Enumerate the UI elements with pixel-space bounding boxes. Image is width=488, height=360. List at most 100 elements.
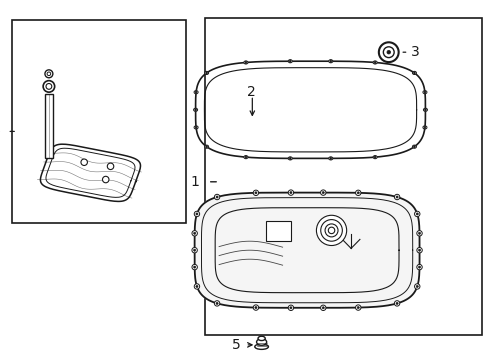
Ellipse shape: [204, 71, 208, 75]
Ellipse shape: [256, 339, 266, 345]
Ellipse shape: [289, 157, 290, 159]
Ellipse shape: [416, 248, 422, 253]
Ellipse shape: [329, 60, 331, 62]
Ellipse shape: [47, 72, 51, 76]
Ellipse shape: [196, 213, 198, 215]
Ellipse shape: [374, 156, 375, 158]
Ellipse shape: [394, 194, 399, 200]
Ellipse shape: [383, 47, 393, 58]
Ellipse shape: [43, 81, 55, 92]
Ellipse shape: [374, 61, 375, 64]
Ellipse shape: [287, 60, 292, 63]
Ellipse shape: [415, 213, 417, 215]
Ellipse shape: [216, 302, 218, 305]
Text: 3: 3: [410, 45, 419, 59]
Ellipse shape: [320, 305, 325, 310]
Ellipse shape: [355, 305, 360, 310]
Ellipse shape: [194, 91, 198, 94]
Ellipse shape: [81, 159, 87, 166]
Ellipse shape: [418, 249, 420, 251]
Ellipse shape: [194, 109, 196, 111]
Ellipse shape: [289, 192, 291, 194]
Ellipse shape: [194, 126, 198, 129]
Ellipse shape: [46, 84, 52, 89]
Ellipse shape: [329, 157, 331, 159]
Ellipse shape: [355, 190, 360, 195]
Ellipse shape: [214, 301, 219, 306]
Ellipse shape: [411, 145, 416, 148]
Ellipse shape: [422, 91, 426, 94]
Ellipse shape: [244, 156, 247, 159]
Ellipse shape: [378, 42, 398, 62]
Polygon shape: [41, 144, 140, 202]
Ellipse shape: [320, 190, 325, 195]
Ellipse shape: [424, 109, 426, 111]
Ellipse shape: [414, 211, 419, 217]
Ellipse shape: [214, 194, 219, 200]
Ellipse shape: [45, 70, 53, 78]
Text: 5: 5: [231, 338, 240, 352]
Ellipse shape: [244, 156, 246, 158]
Ellipse shape: [322, 307, 324, 309]
Ellipse shape: [413, 72, 414, 74]
Ellipse shape: [328, 60, 332, 63]
Ellipse shape: [195, 91, 197, 93]
Ellipse shape: [395, 196, 397, 198]
Ellipse shape: [414, 284, 419, 289]
Ellipse shape: [191, 247, 197, 253]
Ellipse shape: [107, 163, 114, 170]
Ellipse shape: [327, 227, 334, 234]
Ellipse shape: [193, 232, 195, 234]
Ellipse shape: [418, 266, 420, 268]
Ellipse shape: [193, 108, 197, 111]
Ellipse shape: [418, 232, 420, 234]
Ellipse shape: [205, 145, 207, 148]
Ellipse shape: [195, 126, 197, 129]
Ellipse shape: [416, 264, 421, 270]
Bar: [205, 18, 481, 335]
Ellipse shape: [386, 50, 390, 54]
Ellipse shape: [395, 302, 397, 305]
Ellipse shape: [216, 196, 218, 198]
Ellipse shape: [423, 108, 427, 111]
Ellipse shape: [287, 157, 292, 160]
Ellipse shape: [194, 211, 199, 217]
Ellipse shape: [415, 285, 417, 288]
Ellipse shape: [289, 60, 290, 62]
Ellipse shape: [416, 231, 421, 236]
Ellipse shape: [258, 336, 264, 341]
Ellipse shape: [196, 285, 198, 288]
Ellipse shape: [356, 192, 359, 194]
Ellipse shape: [322, 192, 324, 194]
Ellipse shape: [244, 61, 246, 64]
Ellipse shape: [423, 126, 425, 129]
Ellipse shape: [320, 220, 342, 241]
Ellipse shape: [192, 231, 197, 236]
Ellipse shape: [372, 156, 376, 159]
Ellipse shape: [287, 305, 293, 310]
Ellipse shape: [372, 61, 376, 64]
Bar: [45, 94, 53, 158]
Ellipse shape: [194, 284, 199, 289]
Text: 1: 1: [190, 175, 199, 189]
Text: 2: 2: [246, 85, 255, 99]
Ellipse shape: [205, 72, 207, 74]
Ellipse shape: [244, 61, 247, 64]
Ellipse shape: [289, 307, 291, 309]
Ellipse shape: [325, 224, 337, 237]
Ellipse shape: [192, 264, 197, 270]
Ellipse shape: [356, 306, 359, 309]
Ellipse shape: [193, 249, 195, 251]
Ellipse shape: [411, 71, 416, 75]
Ellipse shape: [193, 266, 195, 268]
Polygon shape: [194, 193, 419, 308]
Ellipse shape: [422, 126, 426, 129]
Ellipse shape: [254, 192, 257, 194]
Ellipse shape: [413, 145, 414, 148]
Ellipse shape: [316, 215, 346, 246]
Ellipse shape: [423, 91, 425, 93]
Bar: [265, 221, 290, 241]
Ellipse shape: [254, 344, 268, 349]
Ellipse shape: [287, 190, 293, 195]
Ellipse shape: [394, 301, 399, 306]
